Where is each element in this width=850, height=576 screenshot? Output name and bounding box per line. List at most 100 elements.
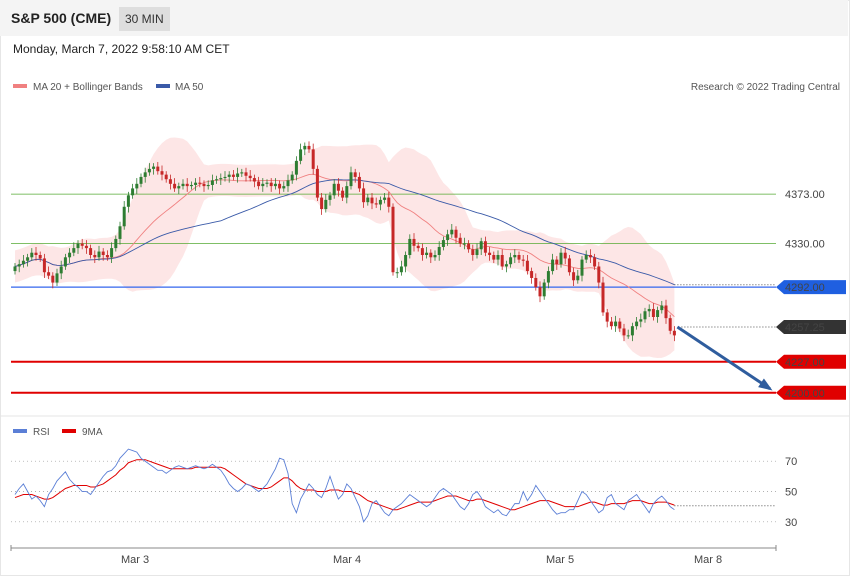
x-tick-mar8: Mar 8 (694, 554, 722, 566)
candle-body (404, 255, 408, 267)
candle-body (425, 252, 429, 255)
candle-body (118, 226, 122, 239)
candle-body (156, 166, 160, 172)
candle-body (534, 277, 538, 288)
level-label-1: 4330.00 (785, 239, 825, 251)
candle-body (311, 149, 315, 169)
rsi-legend-swatch (13, 429, 27, 433)
level-label-2: 4292.00 (785, 282, 825, 294)
candle-body (244, 172, 248, 176)
forecast-arrow (676, 325, 773, 391)
candle-body (89, 248, 93, 255)
candle-body (84, 245, 88, 249)
candle-body (366, 197, 370, 203)
chart-header: S&P 500 (CME) 30 MIN (0, 0, 848, 36)
candle-body (374, 203, 378, 205)
candle-body (328, 195, 332, 200)
level-label-5: 4200.00 (785, 388, 825, 400)
rsi-tick-70: 70 (785, 456, 797, 468)
candle-body (147, 168, 151, 173)
candle-body (299, 149, 303, 161)
candle-body (656, 310, 660, 317)
candle-body (223, 176, 227, 179)
instrument-title: S&P 500 (CME) (11, 10, 112, 26)
candle-body (219, 178, 223, 180)
candle-body (34, 252, 38, 255)
ma50-legend-swatch (156, 84, 170, 88)
candle-body (437, 246, 441, 255)
candle-body (567, 258, 571, 273)
candle-body (538, 287, 542, 297)
ma50-legend-label: MA 50 (175, 82, 204, 93)
candle-body (618, 321, 622, 329)
timestamp: Monday, March 7, 2022 9:58:10 AM CET (13, 42, 230, 56)
rsi-ma-legend-swatch (62, 429, 76, 433)
candle-body (341, 190, 345, 198)
x-tick-mar5: Mar 5 (546, 554, 574, 566)
candle-body (395, 272, 399, 274)
candle-body (101, 251, 105, 255)
credit-text: Research © 2022 Trading Central (691, 82, 840, 93)
candle-body (609, 321, 613, 327)
candle-body (210, 180, 214, 185)
candle-body (647, 308, 651, 312)
candle-body (660, 305, 664, 311)
candle-body (576, 275, 580, 281)
timeframe-badge[interactable]: 30 MIN (119, 7, 170, 31)
candle-body (492, 255, 496, 260)
candle-body (114, 238, 118, 249)
candle-body (177, 186, 181, 189)
candle-body (21, 260, 25, 265)
candle-body (479, 241, 483, 250)
candle-body (345, 186, 349, 198)
candle-body (542, 282, 546, 297)
candle-body (227, 174, 231, 177)
candle-body (42, 258, 46, 273)
candle-body (47, 272, 51, 276)
candle-body (202, 183, 206, 187)
candle-body (152, 166, 156, 169)
candle-body (332, 183, 336, 196)
candle-body (236, 173, 240, 177)
candle-body (420, 248, 424, 255)
candle-body (307, 145, 311, 150)
candle-body (370, 197, 374, 204)
candle-body (349, 172, 353, 187)
candle-body (391, 206, 395, 273)
level-label-0: 4373.00 (785, 189, 825, 201)
rsi-line (14, 448, 675, 523)
candle-body (630, 326, 634, 336)
candle-body (475, 249, 479, 255)
candle-body (412, 238, 416, 246)
candle-body (551, 259, 555, 272)
candle-body (643, 311, 647, 320)
candlesticks (13, 141, 676, 342)
candle-body (626, 335, 630, 337)
ma20-legend-label: MA 20 + Bollinger Bands (33, 82, 143, 93)
ma20-legend-swatch (13, 84, 27, 88)
candle-body (231, 174, 235, 177)
candle-body (584, 255, 588, 260)
moving-averages (14, 173, 675, 318)
candle-body (458, 237, 462, 244)
candle-body (273, 183, 277, 187)
candle-body (488, 252, 492, 255)
rsi-panel: 70 50 30 (11, 448, 797, 529)
candle-body (362, 188, 366, 203)
bollinger-band-area (15, 137, 675, 359)
candle-body (664, 305, 668, 319)
candle-body (63, 257, 67, 267)
candle-body (294, 160, 298, 175)
candle-body (278, 183, 282, 189)
rsi-ma-line (14, 459, 675, 511)
candle-body (55, 273, 59, 283)
candle-body (563, 252, 567, 259)
candle-body (26, 257, 30, 261)
candle-body (441, 240, 445, 247)
candle-body (504, 264, 508, 267)
candle-body (622, 328, 626, 336)
candle-body (509, 257, 513, 265)
candle-body (105, 255, 109, 258)
candle-body (160, 171, 164, 175)
candle-body (97, 251, 101, 258)
